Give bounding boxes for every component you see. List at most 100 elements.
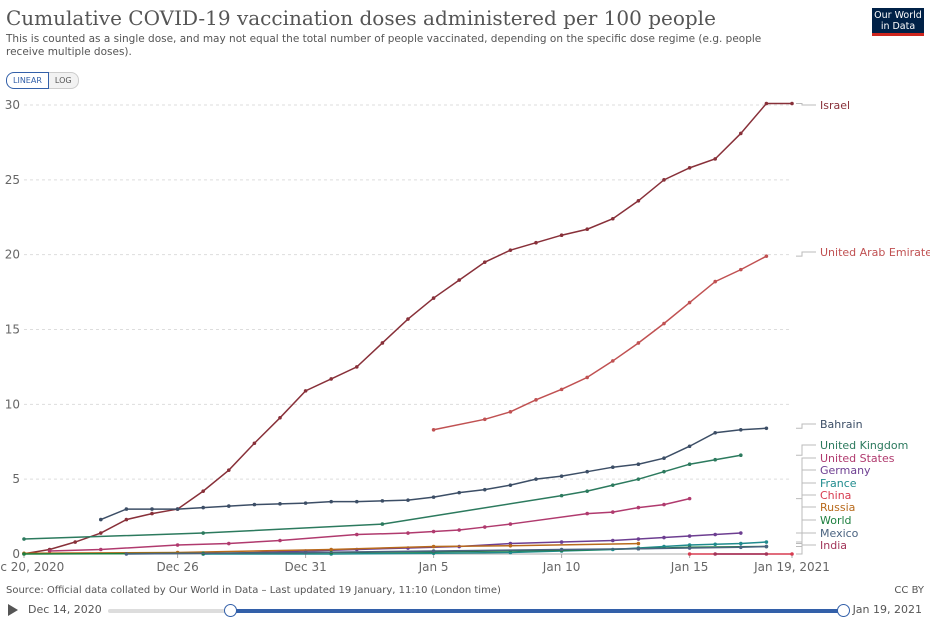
data-point [124,517,129,522]
play-icon[interactable] [8,604,18,616]
data-point [739,453,743,458]
data-point [47,549,52,553]
x-tick-label: Dec 26 [156,560,198,574]
data-point [739,427,743,432]
data-point [662,469,666,474]
data-point [355,499,359,504]
data-point [790,552,794,556]
data-point [508,410,513,414]
series-label: World [820,514,852,527]
x-tick-label: Dec 20, 2020 [0,560,64,574]
data-point [713,457,717,462]
data-point [99,531,103,535]
data-point [559,493,564,498]
data-point [457,528,462,532]
data-point [687,552,692,556]
label-connector [796,103,816,106]
data-point [585,469,589,474]
data-point [559,233,564,238]
y-tick-label: 0 [12,547,20,561]
data-point [713,157,717,161]
data-point [739,531,743,535]
data-point [687,300,692,305]
data-point [739,267,743,272]
source-note[interactable]: Source: Official data collated by Our Wo… [6,585,501,596]
y-tick-label: 25 [5,173,20,187]
log-scale-button[interactable]: LOG [48,72,79,89]
data-point [559,387,564,392]
series-line-russia [23,542,639,555]
data-point [687,444,692,449]
data-point [764,101,769,106]
data-point [636,505,641,510]
data-point [406,317,410,321]
license-link[interactable]: CC BY [894,585,924,596]
data-point [201,505,205,510]
linear-scale-button[interactable]: LINEAR [6,72,49,89]
data-point [739,545,743,550]
timeline-end-handle[interactable] [837,604,850,617]
page-title: Cumulative COVID-19 vaccination doses ad… [6,6,716,30]
data-point [713,552,717,556]
data-point [73,540,77,544]
x-tick-label: Dec 31 [284,560,326,574]
data-point [431,549,436,553]
data-point [611,510,615,514]
data-point [611,538,615,543]
data-point [431,495,436,499]
data-point [380,341,385,345]
series-label: United States [820,452,895,465]
data-point [585,375,589,380]
data-point [22,552,26,556]
data-point [483,417,487,422]
data-point [278,538,282,543]
owid-logo[interactable]: Our World in Data [872,8,924,36]
data-point [483,260,487,264]
data-point [739,131,743,136]
scale-toggle: LINEAR LOG [6,72,79,89]
data-point [764,540,769,544]
data-point [252,502,257,507]
data-point [662,456,666,461]
data-point [764,426,769,431]
series-label: Bahrain [820,418,863,431]
data-point [329,377,334,381]
x-tick-label: Jan 10 [542,560,581,574]
y-tick-label: 15 [5,323,20,337]
series-label: China [820,489,851,502]
data-point [508,483,513,487]
data-point [636,198,641,203]
data-point [303,501,308,505]
series-line-bahrain [100,427,767,521]
data-point [636,546,641,551]
data-point [585,489,589,493]
data-point [636,537,641,541]
y-tick-label: 30 [5,98,20,112]
data-point [483,487,487,492]
timeline-start-handle[interactable] [224,604,237,617]
data-point [687,166,692,170]
y-tick-label: 10 [5,397,20,411]
label-connector [796,532,816,548]
data-point [662,178,666,182]
data-point [585,227,589,232]
timeline-selected-range [230,609,842,613]
data-point [534,477,538,481]
data-point [508,543,513,548]
label-connector [796,444,816,456]
page-subtitle: This is counted as a single dose, and ma… [6,33,762,58]
label-connector [796,423,816,429]
data-point [124,552,129,556]
label-connector [796,457,816,500]
data-point [175,543,180,547]
x-tick-label: Jan 15 [670,560,709,574]
data-point [201,489,205,493]
data-point [227,541,231,546]
data-point [457,490,462,495]
data-point [662,502,666,507]
data-point [278,416,282,420]
data-point [150,511,154,516]
logo-line-1: Our World [874,10,922,21]
data-point [124,507,129,511]
data-point [687,496,692,501]
